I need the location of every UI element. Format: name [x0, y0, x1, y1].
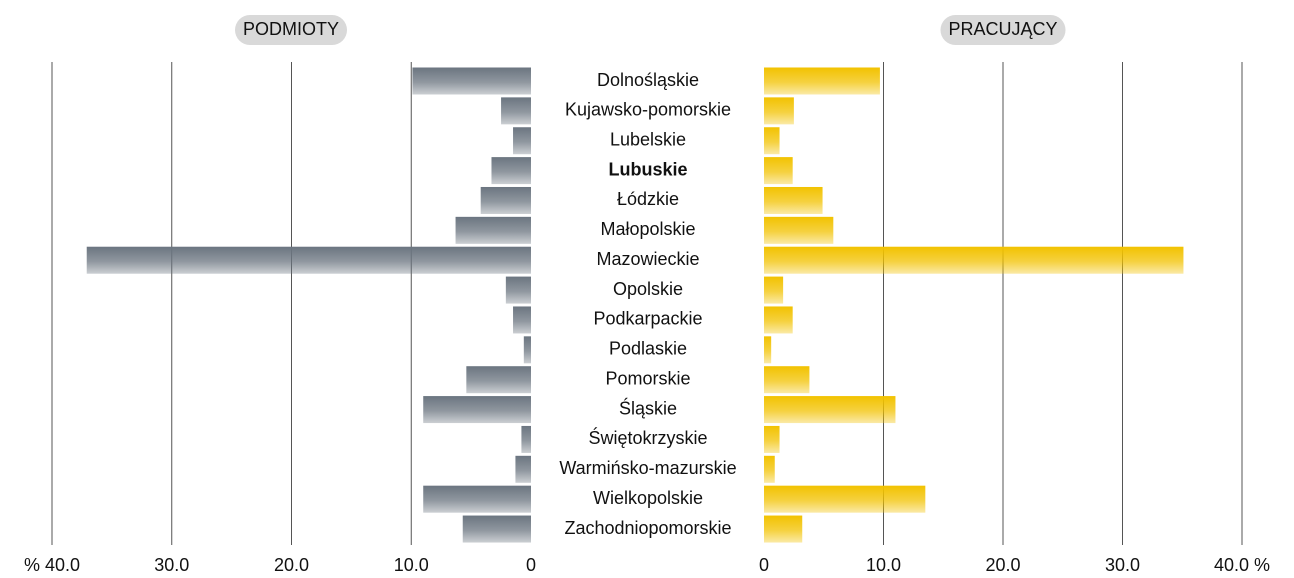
- category-label: Podlaskie: [609, 339, 687, 359]
- bar: [501, 97, 531, 125]
- bar: [764, 276, 784, 304]
- bar: [764, 455, 775, 483]
- bar: [513, 127, 531, 155]
- bar: [491, 157, 531, 185]
- category-label: Wielkopolskie: [593, 488, 703, 508]
- x-tick-label: 30.0: [1105, 555, 1140, 575]
- series-title: PRACUJĄCY: [948, 19, 1057, 39]
- bar: [764, 246, 1184, 274]
- bar: [480, 186, 531, 214]
- bar: [521, 425, 531, 453]
- x-tick-label: 20.0: [274, 555, 309, 575]
- category-label: Zachodniopomorskie: [564, 518, 731, 538]
- category-label: Pomorskie: [605, 368, 690, 388]
- category-label: Śląskie: [619, 397, 677, 418]
- x-tick-label: 20.0: [985, 555, 1020, 575]
- bar: [505, 276, 531, 304]
- category-label: Lubelskie: [610, 129, 686, 149]
- bar: [764, 336, 772, 364]
- x-tick-label: 0: [526, 555, 536, 575]
- bar: [764, 157, 793, 185]
- category-label: Lubuskie: [608, 159, 687, 179]
- bar: [764, 186, 823, 214]
- series-title: PODMIOTY: [243, 19, 339, 39]
- x-tick-label: % 40.0: [24, 555, 80, 575]
- bar: [515, 455, 531, 483]
- bar: [423, 396, 531, 424]
- bar: [764, 485, 926, 513]
- bar: [412, 67, 531, 95]
- category-label: Podkarpackie: [593, 309, 702, 329]
- series-pill: [234, 15, 348, 45]
- x-tick-label: 40.0 %: [1214, 555, 1270, 575]
- bar: [423, 485, 531, 513]
- category-label: Opolskie: [613, 279, 683, 299]
- series-pill: [940, 15, 1066, 45]
- bar: [764, 306, 793, 334]
- bar: [764, 396, 896, 424]
- bar: [764, 425, 780, 453]
- x-tick-label: 0: [759, 555, 769, 575]
- bar: [462, 515, 531, 543]
- bar: [764, 97, 794, 125]
- category-label: Kujawsko-pomorskie: [565, 100, 731, 120]
- category-label: Mazowieckie: [596, 249, 699, 269]
- bar: [523, 336, 531, 364]
- category-label: Dolnośląskie: [597, 70, 699, 90]
- bar: [764, 515, 803, 543]
- bar: [466, 366, 531, 394]
- bar: [455, 216, 531, 244]
- x-tick-label: 10.0: [394, 555, 429, 575]
- bar: [764, 127, 780, 155]
- category-label: Małopolskie: [600, 219, 695, 239]
- x-tick-label: 10.0: [866, 555, 901, 575]
- category-label: Świętokrzyskie: [588, 427, 707, 448]
- bar: [764, 366, 810, 394]
- x-tick-label: 30.0: [154, 555, 189, 575]
- category-label: Warmińsko-mazurskie: [559, 458, 736, 478]
- bar: [764, 67, 880, 95]
- bar: [764, 216, 834, 244]
- bar: [86, 246, 531, 274]
- category-label: Łódzkie: [617, 189, 679, 209]
- bar: [513, 306, 531, 334]
